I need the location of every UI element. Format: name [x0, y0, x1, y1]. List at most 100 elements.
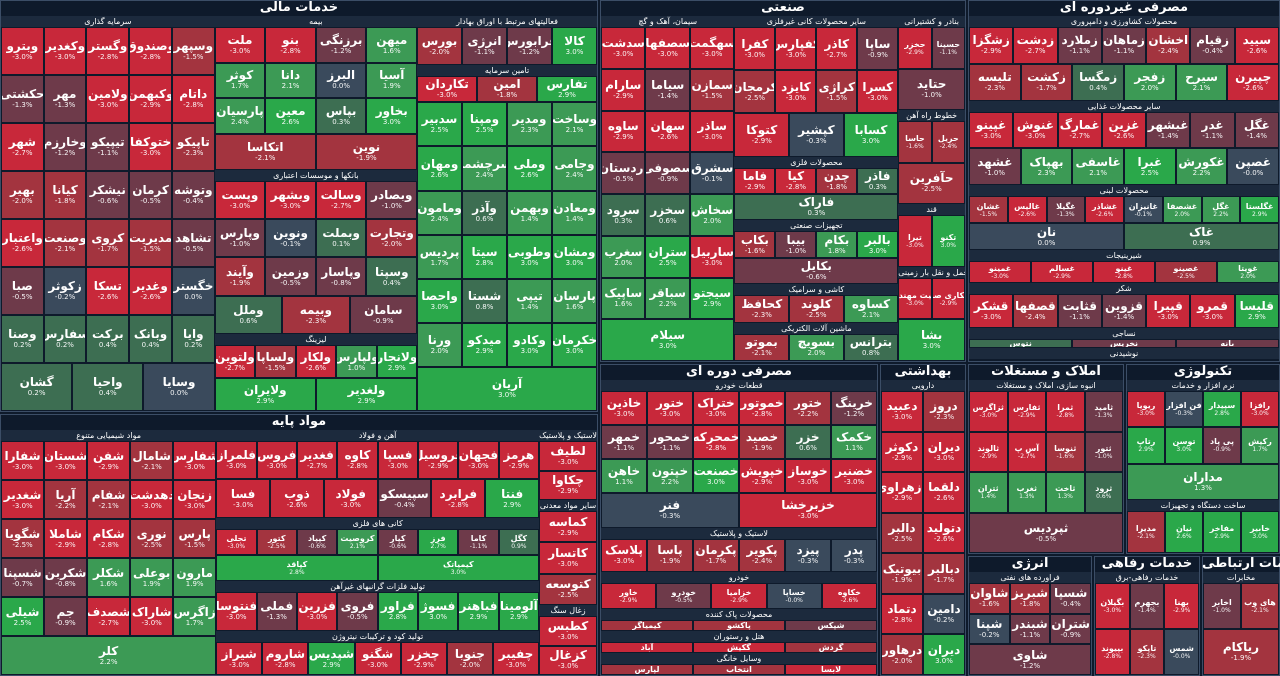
- group-title[interactable]: لاستیک و پلاستیک: [539, 430, 597, 441]
- stock-tile[interactable]: دیران 3.0%: [923, 634, 965, 675]
- stock-tile[interactable]: کوثر 1.7%: [214, 62, 266, 99]
- stock-tile[interactable]: خموتور -2.8%: [739, 391, 785, 426]
- group-title[interactable]: هتل و رستوران: [601, 630, 877, 642]
- stock-tile[interactable]: امین -1.8%: [477, 76, 538, 103]
- stock-tile[interactable]: شگنو -3.0%: [354, 642, 401, 675]
- stock-tile[interactable]: وجامی 2.4%: [552, 146, 597, 191]
- stock-tile[interactable]: وملی 2.6%: [507, 146, 552, 191]
- stock-tile[interactable]: حاسا -1.6%: [898, 121, 932, 163]
- stock-tile[interactable]: بشا 3.0%: [898, 319, 965, 361]
- stock-tile[interactable]: ولانجار 2.9%: [376, 345, 418, 379]
- stock-tile[interactable]: مداران 1.3%: [1127, 463, 1279, 500]
- stock-tile[interactable]: غبرا 2.5%: [1124, 148, 1176, 186]
- group-title[interactable]: ماشین آلات الکتریکی: [734, 322, 899, 334]
- stock-tile[interactable]: خصید -1.9%: [739, 425, 785, 460]
- sector-title[interactable]: انرژی: [1011, 556, 1049, 571]
- stock-tile[interactable]: خابیر 3.0%: [1241, 510, 1279, 553]
- stock-tile[interactable]: زکوثر -0.2%: [43, 267, 87, 315]
- stock-tile[interactable]: ثمرا -2.8%: [1046, 391, 1085, 432]
- stock-tile[interactable]: زشگزا -2.9%: [969, 27, 1014, 64]
- stock-tile[interactable]: فملی -1.3%: [256, 591, 297, 632]
- stock-tile[interactable]: انتخاب: [693, 663, 785, 675]
- stock-tile[interactable]: سهان -2.6%: [645, 110, 690, 153]
- stock-tile[interactable]: شکربن -0.8%: [44, 558, 88, 597]
- stock-tile[interactable]: شصدف -2.7%: [87, 597, 131, 636]
- stock-tile[interactable]: پارس -1.5%: [173, 519, 217, 558]
- stock-tile[interactable]: پیزد -0.3%: [785, 538, 831, 572]
- stock-tile[interactable]: بترانس 0.8%: [843, 333, 899, 361]
- stock-tile[interactable]: گردش: [785, 641, 877, 653]
- stock-tile[interactable]: نوری -2.5%: [130, 519, 174, 558]
- stock-tile[interactable]: کتور -2.5%: [256, 528, 297, 555]
- stock-tile[interactable]: شپکس: [785, 619, 877, 631]
- stock-tile[interactable]: ولتوین -2.7%: [214, 345, 256, 379]
- stock-tile[interactable]: حریل -2.4%: [931, 121, 965, 163]
- stock-tile[interactable]: زمگسا 0.4%: [1072, 63, 1124, 101]
- stock-tile[interactable]: شستا 0.8%: [462, 278, 508, 323]
- stock-tile[interactable]: خزامیا -2.9%: [711, 582, 767, 609]
- group-title[interactable]: قطعات خودرو: [601, 380, 877, 391]
- stock-tile[interactable]: ستران 2.5%: [645, 235, 690, 278]
- stock-tile[interactable]: شمس -0.0%: [1164, 629, 1199, 675]
- stock-tile[interactable]: وسالت -2.7%: [315, 180, 367, 219]
- stock-tile[interactable]: دیران -3.0%: [923, 431, 965, 473]
- stock-tile[interactable]: فسپا -3.0%: [377, 441, 418, 480]
- stock-tile[interactable]: ذوب -2.6%: [270, 479, 324, 518]
- stock-tile[interactable]: چنوبا -2.0%: [446, 642, 493, 675]
- stock-tile[interactable]: شاوان -1.6%: [969, 583, 1010, 614]
- stock-tile[interactable]: دزهراوی-2.9%: [881, 472, 923, 513]
- stock-tile[interactable]: بخاور 3.0%: [366, 98, 418, 134]
- stock-tile[interactable]: غگلستا 2.9%: [1240, 196, 1279, 224]
- stock-tile[interactable]: شکام -2.8%: [87, 519, 131, 558]
- stock-tile[interactable]: شاروم -2.8%: [262, 642, 309, 675]
- stock-tile[interactable]: تیپی 1.4%: [507, 278, 552, 323]
- stock-tile[interactable]: غصینو -2.5%: [1155, 261, 1217, 283]
- stock-tile[interactable]: ثپردیس -0.5%: [969, 512, 1123, 553]
- stock-tile[interactable]: کلر 2.2%: [1, 636, 217, 675]
- stock-tile[interactable]: کپپاد -0.6%: [296, 528, 338, 555]
- stock-tile[interactable]: غاسفی 2.1%: [1072, 148, 1124, 186]
- stock-tile[interactable]: کپاقد 2.8%: [216, 554, 378, 581]
- stock-tile[interactable]: کفرا -3.0%: [734, 27, 776, 71]
- stock-tile[interactable]: آریان 3.0%: [417, 366, 597, 411]
- stock-tile[interactable]: ومامون 2.4%: [417, 190, 463, 235]
- stock-tile[interactable]: چدن -1.8%: [816, 167, 858, 194]
- group-title[interactable]: قند: [898, 204, 965, 216]
- stock-tile[interactable]: سفارس0.2%: [43, 315, 87, 363]
- stock-tile[interactable]: وپست -3.0%: [214, 180, 266, 219]
- stock-tile[interactable]: صبا -0.5%: [1, 267, 44, 315]
- sector-title[interactable]: خدمات مالی: [259, 0, 339, 15]
- stock-tile[interactable]: خپویش -2.9%: [739, 459, 785, 494]
- stock-tile[interactable]: نیشکر -0.6%: [86, 171, 130, 219]
- sector-title[interactable]: بهداشتی: [894, 364, 952, 379]
- group-title[interactable]: آهن و فولاد: [216, 430, 540, 441]
- group-title[interactable]: ساخت دستگاه و تجهیزات: [1127, 499, 1279, 511]
- stock-tile[interactable]: البرز 0.0%: [315, 62, 367, 99]
- stock-tile[interactable]: ختور -2.2%: [785, 391, 831, 426]
- stock-tile[interactable]: شپدیس 2.9%: [308, 642, 355, 675]
- stock-tile[interactable]: غگل 2.2%: [1201, 196, 1241, 224]
- stock-tile[interactable]: دامین -0.2%: [923, 593, 965, 635]
- stock-tile[interactable]: بپیوند -2.8%: [1095, 629, 1130, 675]
- stock-tile[interactable]: ختوکفا -3.0%: [129, 123, 172, 171]
- stock-tile[interactable]: پارسیان 2.4%: [214, 98, 266, 134]
- stock-tile[interactable]: کاتسار -3.0%: [539, 542, 597, 574]
- stock-tile[interactable]: وخارزم -1.2%: [43, 123, 87, 171]
- stock-tile[interactable]: سمازن -1.5%: [689, 68, 735, 111]
- stock-tile[interactable]: فسوژ 3.0%: [417, 591, 459, 632]
- stock-tile[interactable]: بورس -2.0%: [417, 27, 463, 66]
- stock-tile[interactable]: بالبر 3.0%: [857, 231, 899, 258]
- stock-tile[interactable]: چکاوا -2.9%: [539, 470, 597, 500]
- stock-tile[interactable]: خزبرخشا -3.0%: [739, 493, 877, 528]
- stock-tile[interactable]: سامان -0.9%: [349, 295, 418, 335]
- stock-tile[interactable]: سدشت -3.0%: [601, 27, 646, 69]
- stock-tile[interactable]: سرود 0.3%: [601, 194, 646, 236]
- stock-tile[interactable]: کیا -2.8%: [775, 167, 817, 194]
- stock-tile[interactable]: کساوه 2.1%: [843, 295, 899, 323]
- group-title[interactable]: بانکها و موسسات اعتباری: [214, 169, 418, 181]
- stock-tile[interactable]: بپاس 0.3%: [315, 98, 367, 134]
- stock-tile[interactable]: آریا -2.2%: [44, 480, 88, 519]
- stock-tile[interactable]: کیمیاگر: [601, 619, 693, 631]
- group-title[interactable]: لیزینگ: [214, 334, 418, 346]
- stock-tile[interactable]: وبانک 0.4%: [129, 315, 172, 363]
